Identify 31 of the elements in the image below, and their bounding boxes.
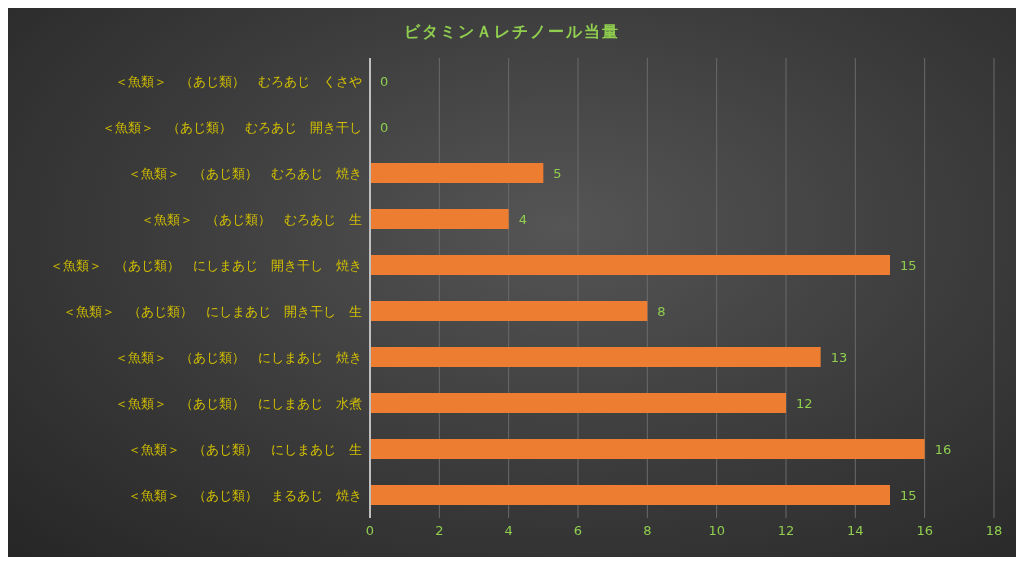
- y-tick-label: ＜魚類＞ （あじ類） むろあじ 焼き: [128, 165, 362, 181]
- data-label: 4: [518, 211, 527, 227]
- x-tick-label: 8: [643, 523, 652, 539]
- x-tick-label: 12: [777, 523, 795, 539]
- y-tick-label: ＜魚類＞ （あじ類） むろあじ 開き干し: [102, 119, 362, 135]
- x-tick-label: 16: [916, 523, 933, 539]
- data-label: 8: [657, 303, 666, 319]
- chart-title: ビタミンＡレチノール当量: [403, 22, 621, 43]
- x-tick-label: 14: [847, 523, 864, 539]
- data-label: 0: [380, 73, 389, 89]
- x-tick-label: 10: [708, 523, 725, 539]
- y-tick-label: ＜魚類＞ （あじ類） むろあじ くさや: [115, 73, 362, 89]
- data-label: 0: [380, 119, 389, 135]
- x-tick-label: 6: [573, 523, 583, 539]
- y-tick-label: ＜魚類＞ （あじ類） にしまあじ 焼き: [115, 349, 362, 365]
- y-tick-label: ＜魚類＞ （あじ類） まるあじ 焼き: [128, 487, 362, 503]
- x-tick-label: 18: [985, 523, 1003, 539]
- data-label: 15: [900, 257, 917, 273]
- x-tick-label: 0: [365, 523, 375, 539]
- x-tick-label: 4: [504, 523, 513, 539]
- y-tick-label: ＜魚類＞ （あじ類） むろあじ 生: [141, 211, 362, 227]
- y-tick-label: ＜魚類＞ （あじ類） にしまあじ 水煮: [115, 395, 362, 411]
- data-label: 12: [796, 395, 813, 411]
- y-tick-label: ＜魚類＞ （あじ類） にしまあじ 生: [128, 441, 362, 457]
- x-tick-label: 2: [435, 523, 444, 539]
- y-tick-label: ＜魚類＞ （あじ類） にしまあじ 開き干し 焼き: [50, 257, 362, 273]
- data-label: 16: [934, 441, 952, 457]
- data-label: 13: [830, 349, 848, 365]
- y-tick-label: ＜魚類＞ （あじ類） にしまあじ 開き干し 生: [63, 303, 362, 319]
- data-label: 15: [900, 487, 917, 503]
- data-label: 5: [553, 165, 562, 181]
